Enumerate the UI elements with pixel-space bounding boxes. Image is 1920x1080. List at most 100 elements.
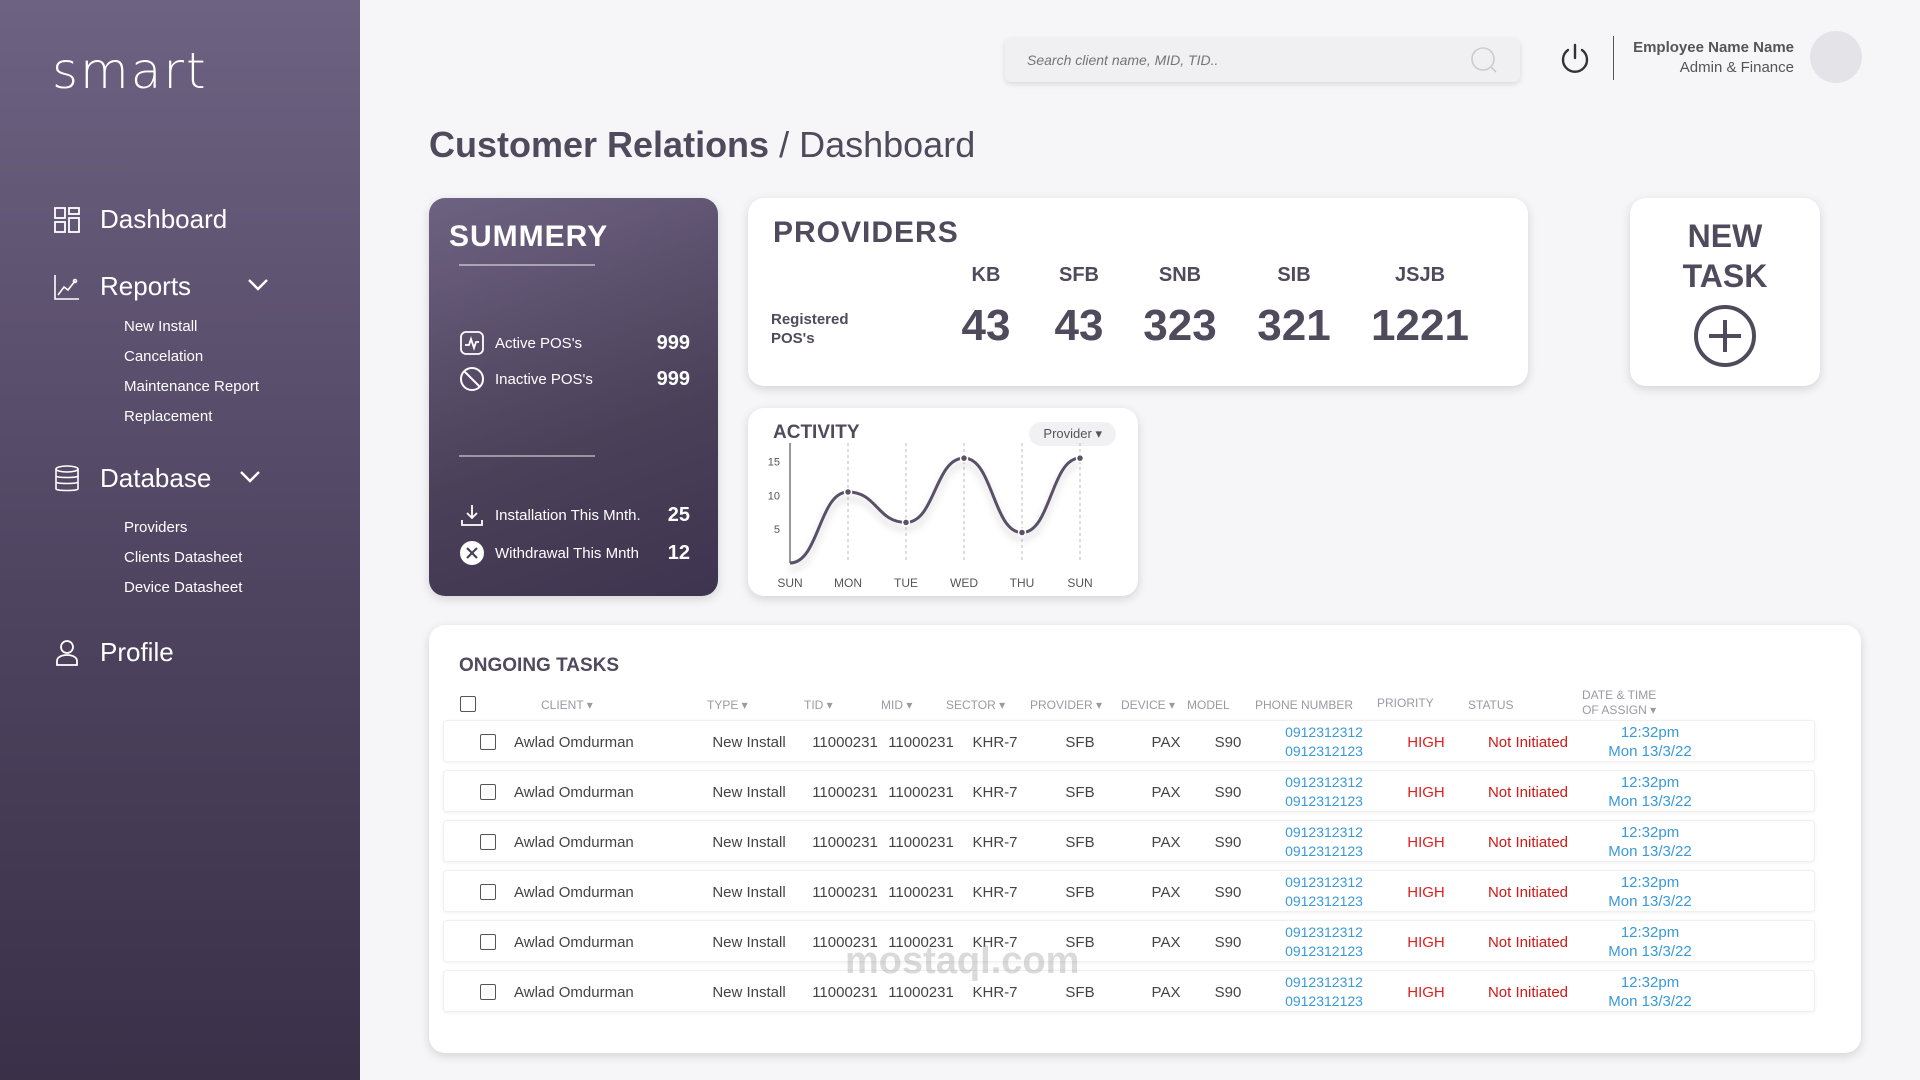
- cell-device: PAX: [1151, 833, 1181, 851]
- cell-status: Not Initiated: [1487, 983, 1569, 1001]
- checkbox[interactable]: [480, 934, 496, 950]
- cell-phone[interactable]: 0912312312 0912312123: [1264, 971, 1384, 1013]
- submenu-cancelation[interactable]: Cancelation: [124, 348, 204, 365]
- header-date[interactable]: DATE & TIME OF ASSIGN ▾: [1582, 688, 1657, 717]
- submenu-providers[interactable]: Providers: [124, 519, 188, 536]
- chevron-down-icon[interactable]: [239, 467, 261, 490]
- new-task-line2: TASK: [1682, 258, 1768, 294]
- cell-date: Mon 13/3/22: [1608, 893, 1692, 910]
- provider-sib[interactable]: SIB 321: [1239, 264, 1349, 351]
- cell-type: New Install: [712, 883, 786, 901]
- provider-snb[interactable]: SNB 323: [1125, 264, 1235, 351]
- submenu-device-datasheet[interactable]: Device Datasheet: [124, 579, 243, 596]
- x-tick-label: THU: [1010, 576, 1035, 590]
- nav-profile[interactable]: Profile: [52, 637, 174, 668]
- power-icon[interactable]: [1558, 42, 1592, 76]
- header-date-label-2: OF ASSIGN: [1582, 703, 1647, 717]
- cell-phone[interactable]: 0912312312 0912312123: [1264, 771, 1384, 813]
- nav-database[interactable]: Database: [52, 463, 261, 494]
- provider-kb[interactable]: KB 43: [931, 264, 1041, 351]
- nav-dashboard[interactable]: Dashboard: [52, 204, 227, 235]
- cell-tid: 11000231: [812, 733, 878, 751]
- checkbox[interactable]: [480, 984, 496, 1000]
- phone-number[interactable]: 0912312312: [1285, 874, 1363, 890]
- header-client[interactable]: CLIENT ▾: [541, 698, 593, 712]
- phone-number[interactable]: 0912312312: [1285, 774, 1363, 790]
- row-checkbox: [474, 921, 502, 963]
- new-task-label: NEW TASK: [1630, 216, 1820, 296]
- summary-install-row: Installation This Mnth. 25: [459, 502, 690, 528]
- cell-sector: KHR-7: [972, 833, 1018, 851]
- checkbox[interactable]: [480, 884, 496, 900]
- provider-dropdown[interactable]: Provider ▾: [1029, 422, 1116, 446]
- header-sector[interactable]: SECTOR ▾: [946, 698, 1006, 712]
- cell-provider: SFB: [1065, 833, 1095, 851]
- cell-sector: KHR-7: [972, 733, 1018, 751]
- checkbox[interactable]: [480, 784, 496, 800]
- header-type[interactable]: TYPE ▾: [707, 698, 748, 712]
- select-all-checkbox[interactable]: [460, 696, 476, 712]
- cell-priority: HIGH: [1407, 783, 1445, 801]
- cell-phone[interactable]: 0912312312 0912312123: [1264, 871, 1384, 913]
- x-tick-label: SUN: [1067, 576, 1092, 590]
- checkbox[interactable]: [480, 834, 496, 850]
- cell-tid: 11000231: [812, 883, 878, 901]
- phone-number[interactable]: 0912312312: [1285, 924, 1363, 940]
- header-device[interactable]: DEVICE ▾: [1121, 698, 1176, 712]
- provider-name: SFB: [1059, 264, 1099, 286]
- search-bar[interactable]: [1005, 38, 1520, 82]
- avatar[interactable]: [1810, 31, 1862, 83]
- providers-title: PROVIDERS: [773, 216, 959, 249]
- provider-jsjb[interactable]: JSJB 1221: [1365, 264, 1475, 351]
- table-row[interactable]: Awlad Omdurman New Install 11000231 1100023…: [443, 720, 1815, 762]
- caret-down-icon: ▾: [1095, 426, 1102, 441]
- header-provider[interactable]: PROVIDER ▾: [1030, 698, 1103, 712]
- cell-phone[interactable]: 0912312312 0912312123: [1264, 921, 1384, 963]
- provider-sfb[interactable]: SFB 43: [1024, 264, 1134, 351]
- breadcrumb-section[interactable]: Customer Relations: [429, 124, 770, 165]
- phone-number[interactable]: 0912312312: [1285, 974, 1363, 990]
- cell-priority: HIGH: [1407, 733, 1445, 751]
- cell-type: New Install: [712, 833, 786, 851]
- phone-number[interactable]: 0912312312: [1285, 824, 1363, 840]
- cell-datetime: 12:32pm Mon 13/3/22: [1590, 871, 1710, 913]
- cell-phone[interactable]: 0912312312 0912312123: [1264, 721, 1384, 763]
- header-tid[interactable]: TID ▾: [804, 698, 833, 712]
- cell-type: New Install: [712, 783, 786, 801]
- submenu-new-install[interactable]: New Install: [124, 318, 198, 335]
- table-row[interactable]: Awlad Omdurman New Install 11000231 1100023…: [443, 970, 1815, 1012]
- table-row[interactable]: Awlad Omdurman New Install 11000231 1100023…: [443, 870, 1815, 912]
- new-task-button[interactable]: NEW TASK: [1630, 198, 1820, 386]
- phone-number[interactable]: 0912312123: [1285, 793, 1363, 809]
- cell-sector: KHR-7: [972, 933, 1018, 951]
- phone-number[interactable]: 0912312312: [1285, 724, 1363, 740]
- submenu-maintenance-report[interactable]: Maintenance Report: [124, 378, 260, 395]
- checkbox[interactable]: [480, 734, 496, 750]
- cell-model: S90: [1214, 833, 1242, 851]
- table-row[interactable]: Awlad Omdurman New Install 11000231 1100023…: [443, 920, 1815, 962]
- divider: [1613, 36, 1614, 80]
- data-point: [959, 453, 969, 463]
- phone-number[interactable]: 0912312123: [1285, 843, 1363, 859]
- phone-number[interactable]: 0912312123: [1285, 743, 1363, 759]
- table-row[interactable]: Awlad Omdurman New Install 11000231 1100023…: [443, 820, 1815, 862]
- nav-reports[interactable]: Reports: [52, 271, 269, 302]
- submenu-clients-datasheet[interactable]: Clients Datasheet: [124, 549, 243, 566]
- submenu-replacement[interactable]: Replacement: [124, 408, 213, 425]
- user-icon: [52, 638, 82, 668]
- active-pos-label: Active POS's: [495, 334, 583, 352]
- dropdown-label: Provider: [1043, 426, 1092, 441]
- table-row[interactable]: Awlad Omdurman New Install 11000231 1100023…: [443, 770, 1815, 812]
- cell-status: Not Initiated: [1487, 733, 1569, 751]
- phone-number[interactable]: 0912312123: [1285, 943, 1363, 959]
- phone-number[interactable]: 0912312123: [1285, 993, 1363, 1009]
- header-mid[interactable]: MID ▾: [881, 698, 913, 712]
- chevron-down-icon[interactable]: [247, 275, 269, 298]
- divider: [459, 455, 595, 457]
- search-input[interactable]: [1027, 52, 1470, 68]
- phone-number[interactable]: 0912312123: [1285, 893, 1363, 909]
- cell-time: 12:32pm: [1620, 824, 1680, 841]
- cell-date: Mon 13/3/22: [1608, 943, 1692, 960]
- cell-phone[interactable]: 0912312312 0912312123: [1264, 821, 1384, 863]
- search-icon[interactable]: [1470, 46, 1498, 74]
